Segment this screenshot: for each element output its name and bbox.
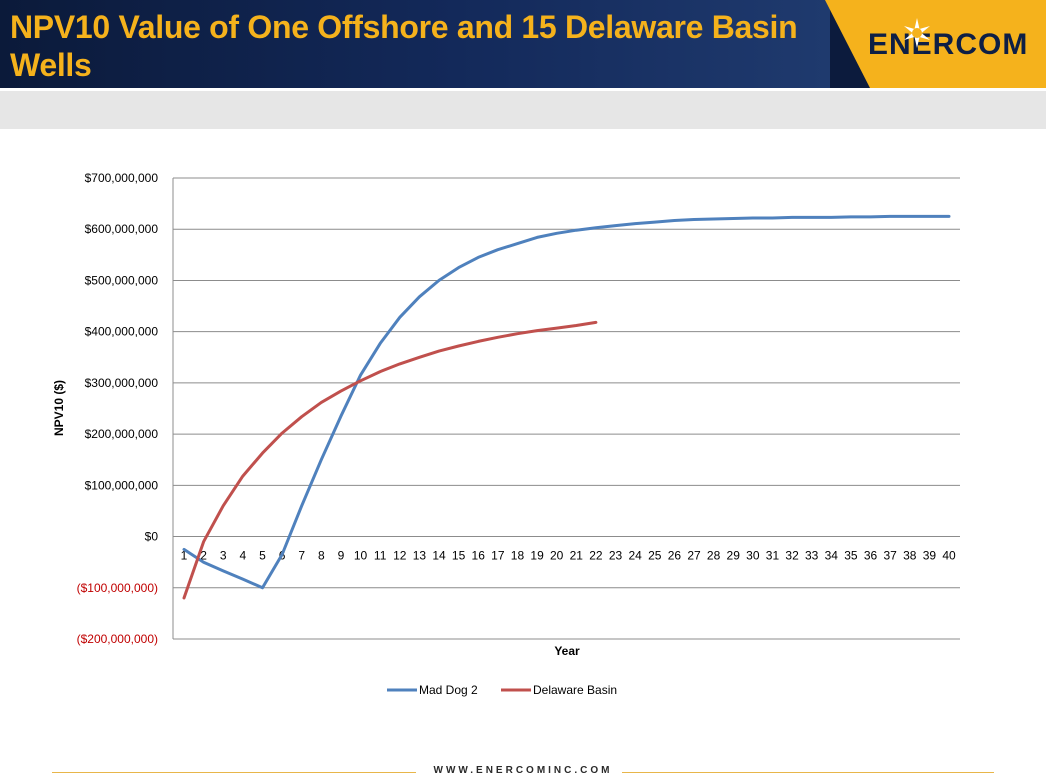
title-banner-background <box>0 0 830 88</box>
x-tick-label: 32 <box>785 549 799 563</box>
header-divider <box>0 88 1046 91</box>
x-tick-label: 36 <box>864 549 878 563</box>
x-tick-label: 9 <box>338 549 345 563</box>
y-tick-label: $0 <box>145 530 159 544</box>
y-tick-label: ($100,000,000) <box>77 581 158 595</box>
x-tick-label: 12 <box>393 549 407 563</box>
x-tick-label: 30 <box>746 549 760 563</box>
x-tick-label: 1 <box>181 549 188 563</box>
x-axis-label: Year <box>554 644 580 658</box>
x-tick-label: 7 <box>298 549 305 563</box>
x-tick-label: 22 <box>589 549 603 563</box>
x-tick-label: 20 <box>550 549 564 563</box>
x-tick-label: 14 <box>432 549 446 563</box>
x-tick-label: 13 <box>413 549 427 563</box>
y-tick-label: $100,000,000 <box>85 478 159 492</box>
y-axis-label: NPV10 ($) <box>52 380 66 436</box>
x-tick-label: 33 <box>805 549 819 563</box>
x-tick-label: 31 <box>766 549 780 563</box>
x-tick-label: 28 <box>707 549 721 563</box>
npv-chart: $700,000,000 $600,000,000 $500,000,000 $400… <box>52 171 960 697</box>
legend-label: Mad Dog 2 <box>419 683 478 697</box>
x-tick-label: 24 <box>628 549 642 563</box>
x-tick-label: 27 <box>687 549 701 563</box>
footer-url[interactable]: WWW.ENERCOMINC.COM <box>433 765 613 776</box>
y-tick-label: $400,000,000 <box>85 325 159 339</box>
footer-rule-left <box>52 772 416 773</box>
slide-title: NPV10 Value of One Offshore and 15 Delaw… <box>10 9 798 83</box>
x-tick-label: 8 <box>318 549 325 563</box>
x-tick-label: 5 <box>259 549 266 563</box>
series-line-delaware-basin <box>182 320 598 600</box>
legend-label: Delaware Basin <box>533 683 617 697</box>
y-tick-label: $600,000,000 <box>85 222 159 236</box>
x-tick-label: 21 <box>570 549 584 563</box>
x-tick-label: 38 <box>903 549 917 563</box>
x-tick-label: 37 <box>883 549 897 563</box>
subtitle-band <box>0 91 1046 129</box>
y-tick-label: $500,000,000 <box>85 273 159 287</box>
x-tick-label: 4 <box>240 549 247 563</box>
y-tick-label: $300,000,000 <box>85 376 159 390</box>
legend: Mad Dog 2 Delaware Basin <box>387 683 617 697</box>
series-line-mad-dog-2 <box>182 214 951 590</box>
x-tick-label: 18 <box>511 549 525 563</box>
x-tick-label: 35 <box>844 549 858 563</box>
x-tick-label: 2 <box>200 549 207 563</box>
x-tick-label: 25 <box>648 549 662 563</box>
footer-rule-right <box>622 772 994 773</box>
x-tick-label: 17 <box>491 549 505 563</box>
x-tick-label: 29 <box>727 549 741 563</box>
title-banner: NPV10 Value of One Offshore and 15 Delaw… <box>0 0 1046 88</box>
x-tick-label: 26 <box>668 549 682 563</box>
x-tick-label: 34 <box>825 549 839 563</box>
x-tick-label: 10 <box>354 549 368 563</box>
x-tick-label: 23 <box>609 549 623 563</box>
y-tick-label: ($200,000,000) <box>77 632 158 646</box>
x-tick-label: 16 <box>472 549 486 563</box>
x-tick-label: 19 <box>530 549 544 563</box>
x-tick-label: 15 <box>452 549 466 563</box>
x-tick-label: 39 <box>923 549 937 563</box>
x-tick-label: 11 <box>374 549 387 563</box>
logo-wordmark: ENERCOM <box>868 28 1029 61</box>
y-tick-label: $700,000,000 <box>85 171 159 185</box>
x-tick-label: 40 <box>942 549 956 563</box>
star-burst-icon <box>904 18 930 48</box>
y-tick-label: $200,000,000 <box>85 427 159 441</box>
x-tick-label: 3 <box>220 549 227 563</box>
